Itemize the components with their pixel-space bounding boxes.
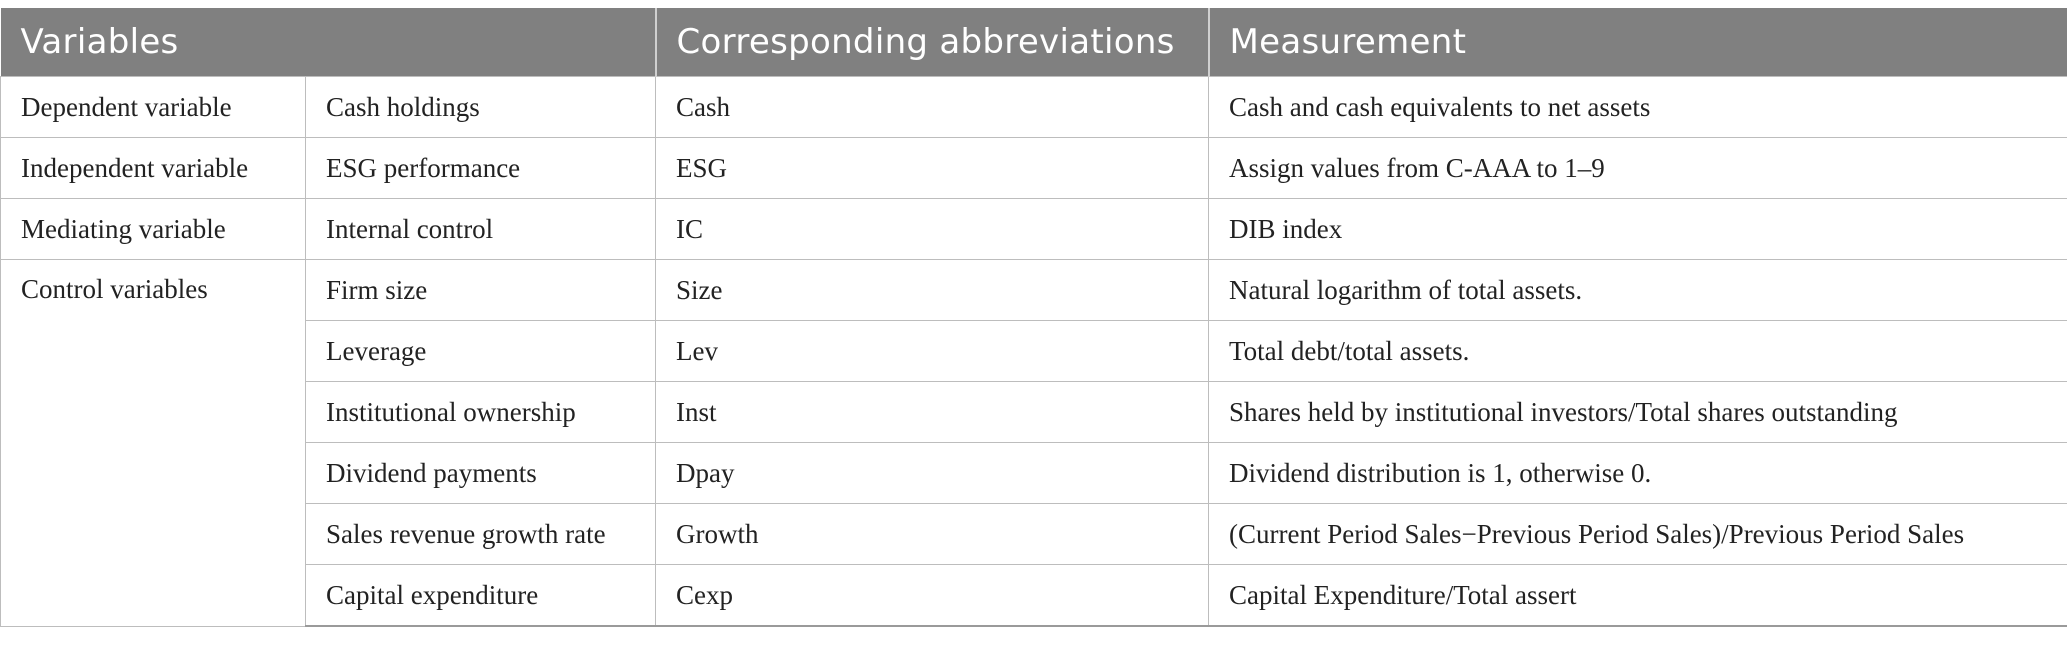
abbreviation-cell: Lev (655, 320, 1210, 382)
header-variables: Variables (0, 8, 657, 77)
variables-table: Variables Corresponding abbreviations Me… (0, 8, 2067, 627)
header-measurement: Measurement (1208, 8, 2067, 77)
table-header-row: Variables Corresponding abbreviations Me… (0, 8, 2067, 77)
abbreviation-cell: ESG (655, 137, 1210, 199)
table-row: Independent variable ESG performance ESG… (0, 137, 2067, 199)
measurement-cell: Dividend distribution is 1, otherwise 0. (1208, 442, 2067, 504)
abbreviation-cell: Cash (655, 76, 1210, 138)
variable-cell: Leverage (304, 320, 657, 382)
variable-cell: Institutional ownership (304, 381, 657, 443)
variable-cell: Capital expenditure (304, 564, 657, 627)
abbreviation-cell: Cexp (655, 564, 1210, 627)
abbreviation-cell: IC (655, 198, 1210, 260)
measurement-cell: Shares held by institutional investors/T… (1208, 381, 2067, 443)
table-row: Dividend payments Dpay Dividend distribu… (1, 442, 2067, 504)
variables-table-container: Variables Corresponding abbreviations Me… (0, 8, 2067, 627)
abbreviation-cell: Inst (655, 381, 1210, 443)
table-row: Control variables Firm size Size Natural… (0, 259, 2067, 627)
category-cell: Independent variable (0, 137, 306, 199)
header-abbreviations: Corresponding abbreviations (655, 8, 1210, 77)
measurement-cell: Capital Expenditure/Total assert (1208, 564, 2067, 627)
variable-cell: Sales revenue growth rate (304, 503, 657, 565)
variable-cell: Internal control (304, 198, 657, 260)
category-cell: Mediating variable (0, 198, 306, 260)
table-row: Sales revenue growth rate Growth (Curren… (1, 503, 2067, 565)
measurement-cell: Total debt/total assets. (1208, 320, 2067, 382)
abbreviation-cell: Size (655, 259, 1210, 321)
category-cell-control: Control variables (0, 259, 306, 627)
category-cell: Dependent variable (0, 76, 306, 138)
table-row: Mediating variable Internal control IC D… (0, 198, 2067, 260)
measurement-cell: Cash and cash equivalents to net assets (1208, 76, 2067, 138)
abbreviation-cell: Dpay (655, 442, 1210, 504)
measurement-cell: DIB index (1208, 198, 2067, 260)
measurement-cell: Assign values from C-AAA to 1–9 (1208, 137, 2067, 199)
table-row: Institutional ownership Inst Shares held… (1, 381, 2067, 443)
variable-cell: Dividend payments (304, 442, 657, 504)
table-row: Leverage Lev Total debt/total assets. (1, 320, 2067, 382)
variable-cell: Firm size (304, 259, 657, 321)
variable-cell: ESG performance (304, 137, 657, 199)
table-row: Capital expenditure Cexp Capital Expendi… (1, 564, 2067, 627)
variable-cell: Cash holdings (304, 76, 657, 138)
measurement-cell: (Current Period Sales−Previous Period Sa… (1208, 503, 2067, 565)
table-row: Dependent variable Cash holdings Cash Ca… (0, 76, 2067, 138)
abbreviation-cell: Growth (655, 503, 1210, 565)
measurement-cell: Natural logarithm of total assets. (1208, 259, 2067, 321)
